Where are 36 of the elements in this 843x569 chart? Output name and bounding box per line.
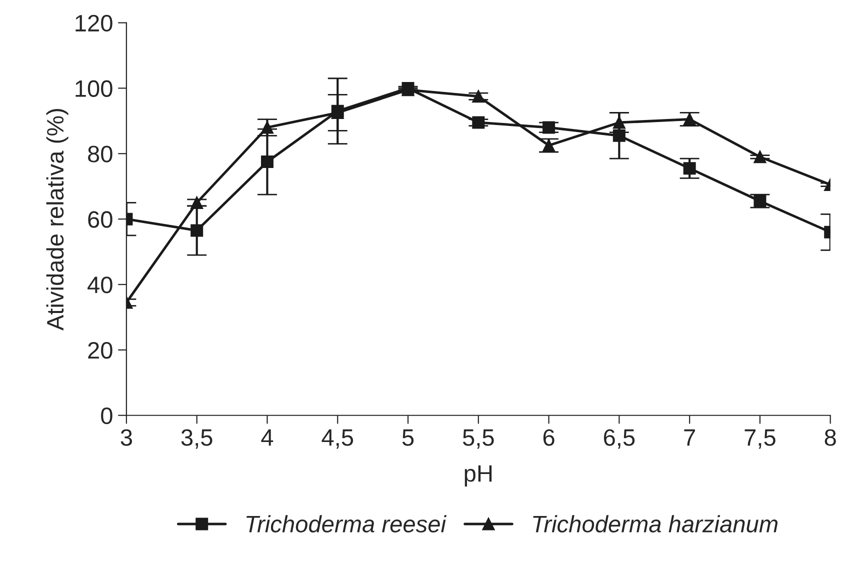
point (683, 162, 696, 175)
point (612, 116, 626, 129)
x-tick-label: 5 (402, 429, 414, 446)
x-tick-label: 8 (824, 429, 836, 446)
point (542, 139, 556, 152)
y-tick-label: 20 (88, 342, 112, 359)
y-tick-label: 0 (101, 407, 112, 424)
x-tick-label: 6 (543, 429, 554, 446)
point (754, 150, 766, 164)
y-tick-label: 100 (76, 80, 112, 97)
point (754, 194, 766, 208)
legend-label: Trichoderma harzianum (533, 515, 778, 532)
x-tick-label: 7 (684, 429, 695, 446)
y-axis-title: Atividade relativa (%) (46, 108, 68, 331)
point (472, 90, 485, 103)
point (260, 121, 274, 134)
y-tick-label: 60 (88, 211, 112, 228)
legend-label: Trichoderma reesei (246, 515, 447, 532)
point (190, 224, 204, 237)
x-tick-label: 6,5 (604, 429, 635, 449)
point (260, 156, 274, 168)
point (683, 113, 696, 126)
x-tick-label: 4 (261, 429, 274, 446)
x-tick-label: 4,5 (322, 429, 354, 449)
x-tick-label: 3 (120, 429, 132, 446)
point (612, 129, 626, 142)
y-tick-label: 40 (88, 276, 112, 294)
point (542, 121, 556, 134)
x-tick-label: 3,5 (181, 429, 212, 449)
y-tick-label: 120 (76, 14, 112, 32)
y-tick-label: 80 (88, 146, 112, 162)
x-tick-label: 5,5 (462, 429, 494, 449)
x-tick-label: 7,5 (744, 429, 776, 449)
point (190, 196, 204, 209)
point (472, 116, 485, 129)
x-axis-title: pH (464, 465, 492, 486)
